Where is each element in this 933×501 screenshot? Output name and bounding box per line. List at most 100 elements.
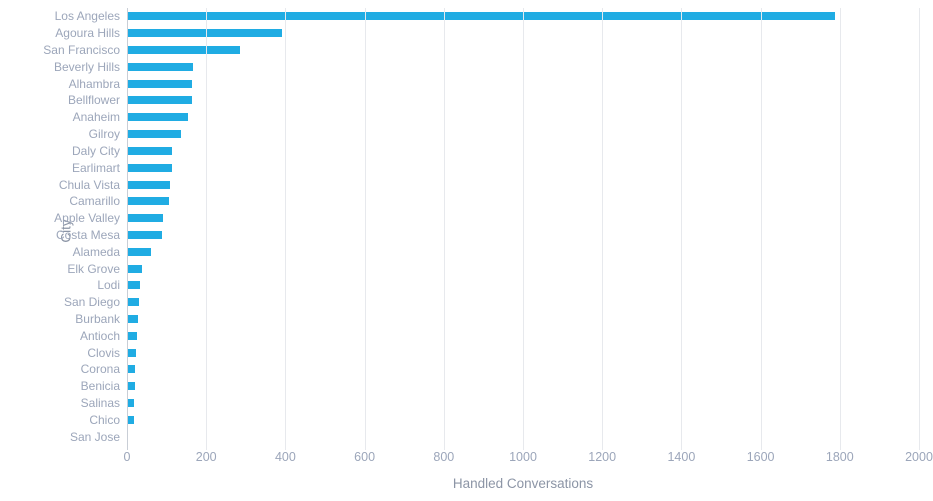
bar-alhambra[interactable] [127, 79, 192, 88]
bar-daly-city[interactable] [127, 146, 173, 155]
bar-anaheim[interactable] [127, 113, 188, 122]
category-label-san-jose: San Jose [69, 429, 120, 444]
x-tick-label: 200 [195, 450, 217, 464]
bar-row [127, 109, 919, 126]
bar-row [127, 210, 919, 227]
category-label-earlimart: Earlimart [71, 160, 120, 175]
y-axis-category-labels: Los Angeles Agoura Hills San Francisco Beve… [0, 8, 120, 445]
bar-earlimart[interactable] [127, 163, 172, 172]
category-label-salinas: Salinas [80, 396, 120, 411]
y-axis-line [127, 8, 128, 450]
bar-burbank[interactable] [127, 315, 139, 324]
category-label-los-angeles: Los Angeles [54, 9, 120, 24]
bar-antioch[interactable] [127, 331, 137, 340]
gridline [523, 8, 524, 450]
bar-san-diego[interactable] [127, 298, 139, 307]
bar-chico[interactable] [127, 415, 135, 424]
bar-row [127, 193, 919, 210]
bar-agoura-hills[interactable] [127, 29, 282, 38]
bar-row [127, 227, 919, 244]
x-tick-label: 1200 [588, 450, 617, 464]
bar-row [127, 260, 919, 277]
bar-row [127, 361, 919, 378]
gridline [206, 8, 208, 450]
category-label-camarillo: Camarillo [69, 194, 120, 209]
gridline [285, 8, 287, 450]
bar-row [127, 159, 919, 176]
category-label-burbank: Burbank [75, 312, 120, 327]
bar-row [127, 412, 919, 429]
bar-salinas[interactable] [127, 399, 135, 408]
category-label-daly-city: Daly City [71, 143, 120, 158]
bar-row [127, 176, 919, 193]
bar-san-francisco[interactable] [127, 46, 240, 55]
bar-rows [127, 8, 919, 445]
bar-row [127, 42, 919, 59]
bar-row [127, 243, 919, 260]
bar-row [127, 25, 919, 42]
gridline [443, 8, 445, 450]
x-tick-label: 1800 [825, 450, 854, 464]
bar-corona[interactable] [127, 365, 136, 374]
bar-row [127, 395, 919, 412]
bar-costa-mesa[interactable] [127, 230, 162, 239]
bar-chula-vista[interactable] [127, 180, 170, 189]
bar-alameda[interactable] [127, 247, 151, 256]
bar-los-angeles[interactable] [127, 12, 835, 21]
bar-beverly-hills[interactable] [127, 62, 193, 71]
category-label-chula-vista: Chula Vista [58, 177, 120, 192]
gridline [760, 8, 762, 450]
bar-benicia[interactable] [127, 382, 135, 391]
category-label-alameda: Alameda [72, 244, 120, 259]
category-label-alhambra: Alhambra [68, 76, 120, 91]
plot-area [127, 8, 920, 450]
x-tick-label: 0 [123, 450, 131, 464]
gridline [919, 8, 920, 450]
bar-row [127, 58, 919, 75]
x-tick-label: 600 [354, 450, 376, 464]
category-label-corona: Corona [80, 362, 120, 377]
bar-bellflower[interactable] [127, 96, 192, 105]
category-label-san-diego: San Diego [63, 295, 120, 310]
category-label-costa-mesa: Costa Mesa [55, 227, 120, 242]
category-label-clovis: Clovis [87, 345, 120, 360]
category-label-chico: Chico [89, 412, 120, 427]
bar-row [127, 344, 919, 361]
category-label-benicia: Benicia [80, 379, 120, 394]
category-label-bellflower: Bellflower [67, 93, 120, 108]
gridline [364, 8, 366, 450]
x-axis-title: Handled Conversations [452, 476, 594, 491]
gridline [839, 8, 841, 450]
x-tick-label: 1600 [746, 450, 775, 464]
bar-clovis[interactable] [127, 348, 136, 357]
bar-row [127, 126, 919, 143]
x-axis-tick-labels: 0 200 400 600 800 1000 1200 1400 1600 1800 2000 [123, 450, 933, 466]
bar-camarillo[interactable] [127, 197, 169, 206]
bar-row [127, 92, 919, 109]
bar-row [127, 277, 919, 294]
bar-gilroy[interactable] [127, 130, 182, 139]
bar-row [127, 143, 919, 160]
x-tick-label: 800 [433, 450, 455, 464]
bar-row [127, 378, 919, 395]
bar-elk-grove[interactable] [127, 264, 143, 273]
category-label-apple-valley: Apple Valley [54, 211, 120, 226]
category-label-san-francisco: San Francisco [43, 43, 120, 58]
gridline [681, 8, 683, 450]
category-label-elk-grove: Elk Grove [67, 261, 120, 276]
x-tick-label: 400 [274, 450, 296, 464]
category-label-agoura-hills: Agoura Hills [55, 26, 120, 41]
x-tick-label: 1000 [509, 450, 537, 464]
category-label-anaheim: Anaheim [72, 110, 120, 125]
bar-lodi[interactable] [127, 281, 141, 290]
category-label-antioch: Antioch [79, 328, 120, 343]
category-label-beverly-hills: Beverly Hills [53, 59, 120, 74]
bar-row [127, 75, 919, 92]
bar-row [127, 327, 919, 344]
bar-apple-valley[interactable] [127, 214, 164, 223]
x-tick-label: 1400 [667, 450, 696, 464]
bar-row [127, 8, 919, 25]
category-label-gilroy: Gilroy [88, 127, 120, 142]
gridline [602, 8, 604, 450]
